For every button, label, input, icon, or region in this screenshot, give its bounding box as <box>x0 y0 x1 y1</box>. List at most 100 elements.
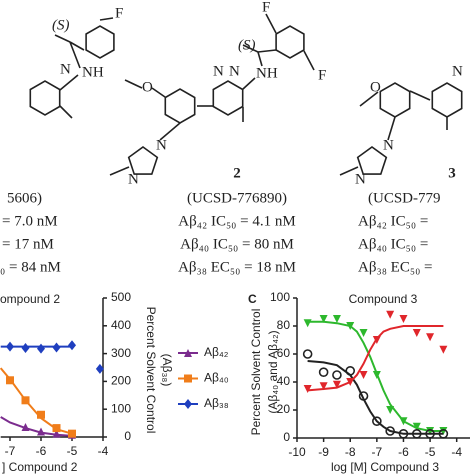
bond <box>257 49 277 53</box>
structures <box>29 13 463 176</box>
x-tick-label: -5 <box>425 445 436 459</box>
atom-label: NH <box>82 64 104 80</box>
axis-label: Percent Solvent Control <box>249 309 263 436</box>
bond <box>159 122 181 141</box>
data-point <box>332 315 341 323</box>
ring <box>356 146 388 175</box>
data-point <box>37 410 45 419</box>
atom-label: N <box>355 171 366 187</box>
bond <box>59 74 79 91</box>
data-point <box>303 319 312 328</box>
atom-label: N <box>452 63 463 79</box>
bond <box>99 17 114 21</box>
data-point <box>372 371 381 379</box>
data-point <box>52 424 61 433</box>
data-point <box>6 376 14 385</box>
compound-code: 5606) <box>7 190 42 206</box>
bond <box>69 41 85 51</box>
x-tick-label: -6 <box>36 444 47 458</box>
y-tick-label: 80 <box>277 318 291 332</box>
x-tick-label: -4 <box>98 444 109 458</box>
data-point <box>398 428 409 439</box>
legend-label: Aβ₃₈ <box>204 396 229 410</box>
panel-label: C <box>248 292 257 306</box>
bond <box>387 116 396 141</box>
y-tick-label: 40 <box>277 374 291 388</box>
x-tick-label: -7 <box>372 445 383 459</box>
fit-curve <box>307 320 444 432</box>
fit-curve <box>0 416 73 437</box>
atom-label: N <box>156 137 167 153</box>
y-tick-label: 0 <box>283 430 290 444</box>
ring <box>212 80 244 116</box>
atom-label: N <box>213 63 224 79</box>
data-point <box>426 427 435 435</box>
y2-tick-label: 300 <box>111 346 131 360</box>
axis-label: (Aβ₃₈) <box>160 354 174 387</box>
data-point <box>399 315 408 323</box>
ring <box>127 146 159 175</box>
chart-title: ompound 2 <box>0 292 60 306</box>
activity: Aβ₄₂ IC₅₀ = 4.1 nM <box>178 213 295 229</box>
bond <box>257 51 263 67</box>
legend-label: Aβ₄₀ <box>204 371 229 385</box>
data-point <box>386 310 395 319</box>
data-point <box>303 385 312 393</box>
atom-label: N <box>60 61 71 77</box>
bond <box>359 91 379 107</box>
activity: Aβ₄₂ IC₅₀ = <box>358 213 428 229</box>
x-tick-label: -9 <box>318 445 329 459</box>
activity: ₀ = 84 nM <box>0 259 61 275</box>
x-tick-label: -8 <box>345 445 356 459</box>
data-point <box>21 343 30 354</box>
data-point <box>318 367 329 378</box>
data-point <box>332 380 341 389</box>
bond <box>54 34 71 43</box>
y2-tick-label: 0 <box>124 429 131 443</box>
data-point <box>359 329 368 337</box>
data-point <box>37 427 45 436</box>
compound-number: 3 <box>448 165 456 181</box>
data-point <box>21 396 30 405</box>
activity: Aβ₄₀ IC₅₀ = <box>358 236 428 252</box>
data-point <box>425 428 435 439</box>
bond <box>151 87 166 98</box>
x-tick-label: -6 <box>398 445 409 459</box>
atom-label: F <box>318 67 326 83</box>
x-tick-label: -10 <box>288 445 306 459</box>
x-tick-label: -5 <box>67 444 78 458</box>
x-axis-label: log [M] Compound 3 <box>331 460 439 474</box>
y2-tick-label: 500 <box>111 290 131 304</box>
atom-label: F <box>262 0 270 15</box>
data-point <box>37 343 45 354</box>
bond <box>409 90 431 101</box>
data-point <box>359 371 368 379</box>
bond <box>265 13 277 34</box>
fit-curve <box>307 325 444 392</box>
bond <box>109 166 130 176</box>
data-point <box>438 428 449 439</box>
stereo-label: (S) <box>238 37 256 53</box>
data-point <box>399 417 408 426</box>
data-point <box>346 378 355 386</box>
data-point <box>21 422 30 431</box>
data-point <box>302 349 313 359</box>
atom-label: F <box>115 5 123 21</box>
data-point <box>412 422 421 431</box>
ring <box>379 82 411 118</box>
ring <box>29 80 61 116</box>
atom-label: NH <box>256 65 278 81</box>
data-point <box>346 322 355 330</box>
y2-tick-label: 100 <box>111 401 131 415</box>
y-tick-label: 20 <box>277 402 291 416</box>
data-point <box>68 429 76 438</box>
atom-label: N <box>383 137 394 153</box>
compound-code: (UCSD-779 <box>368 190 441 206</box>
bond <box>124 79 143 89</box>
data-point <box>332 370 342 380</box>
data-point <box>319 315 328 323</box>
legend-marker <box>184 374 192 383</box>
atom-label: O <box>142 79 153 95</box>
